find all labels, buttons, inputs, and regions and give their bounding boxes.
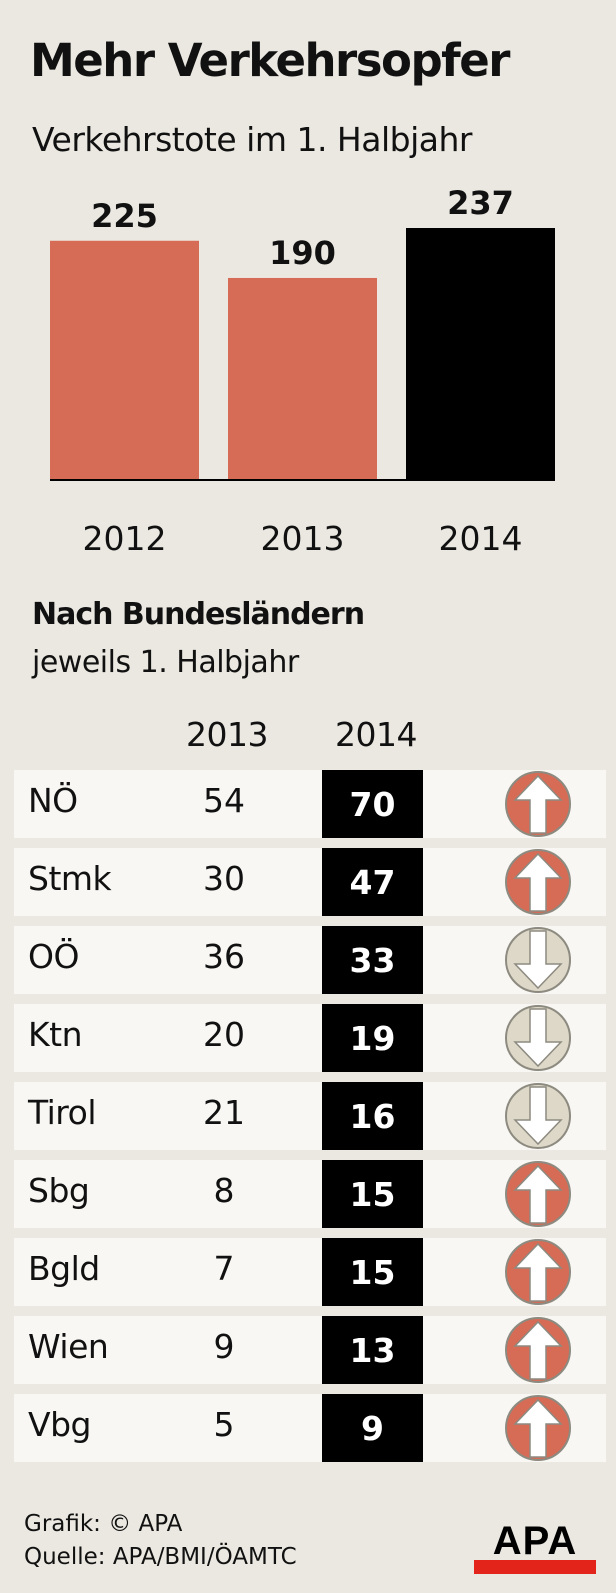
table-row: Vbg 5 9 <box>14 1394 606 1462</box>
value-2013: 54 <box>203 781 245 820</box>
trend-up-icon <box>505 1395 571 1461</box>
table-row: Stmk 30 47 <box>14 848 606 916</box>
value-2013: 7 <box>213 1249 235 1288</box>
value-2013: 36 <box>203 937 245 976</box>
x-tick-label-2013: 2013 <box>261 519 345 558</box>
bar-2013 <box>228 277 377 480</box>
value-2013: 8 <box>213 1171 235 1210</box>
arrow-up-shape <box>513 1398 563 1458</box>
data-label-2014: 237 <box>447 184 514 222</box>
column-header-2014: 2014 <box>335 715 417 754</box>
value-2014: 19 <box>322 1004 423 1072</box>
value-2014: 47 <box>322 848 423 916</box>
trend-down-icon <box>505 1083 571 1149</box>
state-table: NÖ 54 70 Stmk 30 47 OÖ 36 33 Ktn 20 19 T… <box>14 770 606 1472</box>
table-row: Sbg 8 15 <box>14 1160 606 1228</box>
data-label-2012: 225 <box>91 197 158 235</box>
trend-up-icon <box>505 1317 571 1383</box>
chart-title: Mehr Verkehrsopfer <box>30 34 510 87</box>
value-2014: 9 <box>322 1394 423 1462</box>
table-row: NÖ 54 70 <box>14 770 606 838</box>
value-2014: 13 <box>322 1316 423 1384</box>
arrow-down-shape <box>513 1008 563 1068</box>
trend-up-icon <box>505 849 571 915</box>
state-name: Wien <box>28 1327 109 1366</box>
section-title: Nach Bundesländern <box>32 597 365 632</box>
value-2014: 33 <box>322 926 423 994</box>
arrow-up-shape <box>513 1164 563 1224</box>
column-header-2013: 2013 <box>186 715 268 754</box>
apa-logo: APA <box>474 1519 596 1574</box>
value-2013: 5 <box>213 1405 235 1444</box>
table-row: Ktn 20 19 <box>14 1004 606 1072</box>
trend-up-icon <box>505 771 571 837</box>
value-2013: 20 <box>203 1015 245 1054</box>
value-2013: 30 <box>203 859 245 898</box>
arrow-up-shape <box>513 852 563 912</box>
state-name: Sbg <box>28 1171 90 1210</box>
x-tick-label-2014: 2014 <box>439 519 523 558</box>
table-row: Bgld 7 15 <box>14 1238 606 1306</box>
arrow-down-shape <box>513 1086 563 1146</box>
arrow-down-shape <box>513 930 563 990</box>
state-name: Tirol <box>28 1093 97 1132</box>
source-text: Quelle: APA/BMI/ÖAMTC <box>24 1544 297 1570</box>
trend-down-icon <box>505 1005 571 1071</box>
arrow-up-shape <box>513 774 563 834</box>
state-name: Bgld <box>28 1249 100 1288</box>
bar-2012 <box>50 240 199 480</box>
arrow-up-shape <box>513 1242 563 1302</box>
logo-bar <box>474 1560 596 1574</box>
state-name: NÖ <box>28 781 78 820</box>
value-2013: 21 <box>203 1093 245 1132</box>
bar-chart: 225 2012 190 2013 237 2014 <box>50 184 555 558</box>
x-tick-label-2012: 2012 <box>83 519 167 558</box>
table-row: Wien 9 13 <box>14 1316 606 1384</box>
value-2014: 15 <box>322 1238 423 1306</box>
state-name: Vbg <box>28 1405 91 1444</box>
trend-up-icon <box>505 1161 571 1227</box>
bar-2014 <box>406 228 555 480</box>
value-2013: 9 <box>213 1327 235 1366</box>
trend-up-icon <box>505 1239 571 1305</box>
credit-text: Grafik: © APA <box>24 1511 183 1537</box>
state-name: Stmk <box>28 859 112 898</box>
table-row: OÖ 36 33 <box>14 926 606 994</box>
trend-down-icon <box>505 927 571 993</box>
value-2014: 15 <box>322 1160 423 1228</box>
value-2014: 70 <box>322 770 423 838</box>
table-row: Tirol 21 16 <box>14 1082 606 1150</box>
logo-text: APA <box>493 1519 577 1563</box>
state-name: OÖ <box>28 937 79 976</box>
value-2014: 16 <box>322 1082 423 1150</box>
chart-subtitle: Verkehrstote im 1. Halbjahr <box>32 120 472 159</box>
section-subtitle: jeweils 1. Halbjahr <box>32 645 299 680</box>
data-label-2013: 190 <box>269 234 336 272</box>
arrow-up-shape <box>513 1320 563 1380</box>
state-name: Ktn <box>28 1015 83 1054</box>
